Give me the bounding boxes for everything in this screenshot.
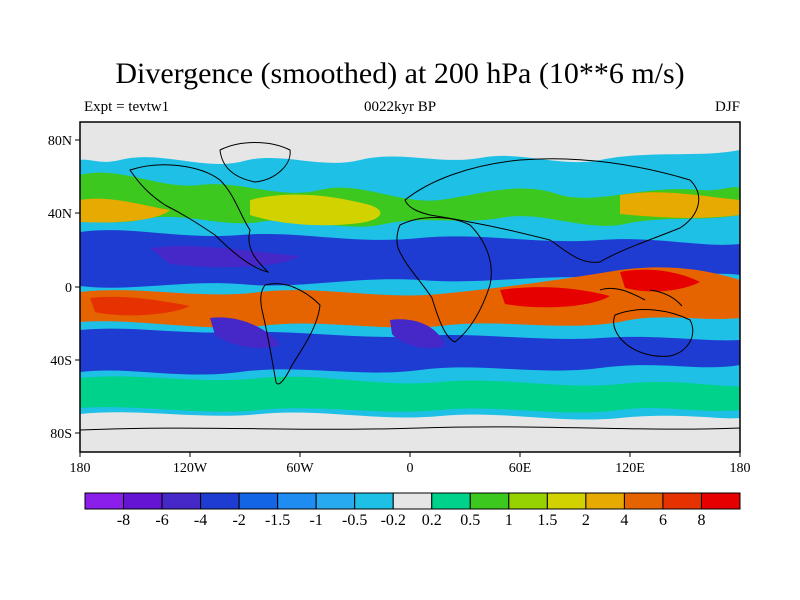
colorbar-swatch <box>431 492 471 510</box>
map-title: Divergence (smoothed) at 200 hPa (10**6 … <box>115 57 685 90</box>
colorbar-label: 1 <box>504 512 513 529</box>
y-axis: 80N 40N 0 40S 80S <box>48 134 80 442</box>
colorbar-label: -0.5 <box>342 512 368 529</box>
colorbar-label: -4 <box>193 512 208 529</box>
region-atlantic-yellow <box>250 194 381 226</box>
region-tropical-divergence <box>80 267 740 328</box>
period-label: 0022kyr BP <box>363 99 437 115</box>
x-tick-label: 120W <box>173 461 208 476</box>
eurasia-coast <box>404 158 700 263</box>
colorbar-label: -0.2 <box>380 512 406 529</box>
australia-coast <box>613 309 694 357</box>
region-pacific-orange <box>620 192 740 218</box>
colorbar-swatch <box>354 492 394 510</box>
colorbar-swatch <box>277 492 317 510</box>
plot-area <box>80 122 740 452</box>
region-indian-divergence-core <box>500 287 610 308</box>
colorbar-swatch <box>84 492 125 510</box>
region-south-midlatitude <box>80 376 740 413</box>
colorbar-swatch <box>392 492 433 510</box>
x-tick-label: 120E <box>615 461 645 476</box>
maritime-continent-coast <box>599 287 683 307</box>
colorbar-label: -8 <box>116 512 131 529</box>
africa-coast <box>396 217 492 343</box>
season-label: DJF <box>714 99 740 115</box>
y-tick-label: 0 <box>65 281 72 296</box>
x-tick-label: 0 <box>407 461 414 476</box>
coastlines <box>80 142 740 431</box>
colorbar-swatch <box>161 492 202 510</box>
region-south-pacific-deep-convergence <box>210 317 280 349</box>
region-antarctic-neutral <box>80 412 740 452</box>
colorbar-swatch <box>623 492 664 510</box>
x-tick-label: 60E <box>509 461 532 476</box>
colorbar-label: -6 <box>155 512 169 529</box>
antarctica-coast <box>80 426 740 431</box>
colorbar-swatch <box>238 492 279 510</box>
colorbar-label: 2 <box>581 512 590 529</box>
region-maritime-divergence-core <box>620 269 700 292</box>
colorbar <box>84 492 741 510</box>
x-tick-label: 180 <box>70 461 91 476</box>
colorbar-swatch <box>315 492 356 510</box>
colorbar-swatch <box>662 492 702 510</box>
colorbar-swatch <box>546 492 587 510</box>
colorbar-swatch <box>469 492 510 510</box>
y-tick-label: 80S <box>50 427 72 442</box>
experiment-label: Expt = tevtw1 <box>84 99 170 115</box>
colorbar-swatch <box>700 492 741 510</box>
x-axis: 180 120W 60W 0 60E 120E 180 <box>70 452 751 476</box>
colorbar-label: 4 <box>620 512 629 529</box>
colorbar-label: -1 <box>309 512 323 529</box>
colorbar-swatch <box>508 492 548 510</box>
colorbar-label: 8 <box>697 512 706 529</box>
region-north-convergence <box>80 172 740 227</box>
colorbar-swatch <box>123 492 163 510</box>
colorbar-label: 6 <box>658 512 667 529</box>
region-south-atlantic-deep-convergence <box>390 319 445 349</box>
x-tick-label: 180 <box>730 461 751 476</box>
colorbar-swatch <box>585 492 625 510</box>
greenland-coast <box>219 142 291 183</box>
colorbar-swatch <box>200 492 240 510</box>
colorbar-label: 0.5 <box>460 512 481 529</box>
colorbar-label: -1.5 <box>264 512 291 529</box>
colorbar-label: 0.2 <box>421 512 442 529</box>
colorbar-label: 1.5 <box>537 512 558 529</box>
region-west-orange <box>80 198 170 223</box>
y-tick-label: 40N <box>48 207 72 222</box>
colorbar-label: -2 <box>232 512 246 529</box>
y-tick-label: 80N <box>48 134 72 149</box>
region-arctic-neutral <box>80 122 740 164</box>
x-tick-label: 60W <box>286 461 314 476</box>
south-america-coast <box>260 283 321 385</box>
y-tick-label: 40S <box>50 354 72 369</box>
region-north-subtropical-convergence <box>80 230 740 288</box>
north-america-coast <box>129 164 270 273</box>
region-pacific-deep-convergence <box>150 246 300 268</box>
region-pacific-divergence-core <box>90 296 190 316</box>
